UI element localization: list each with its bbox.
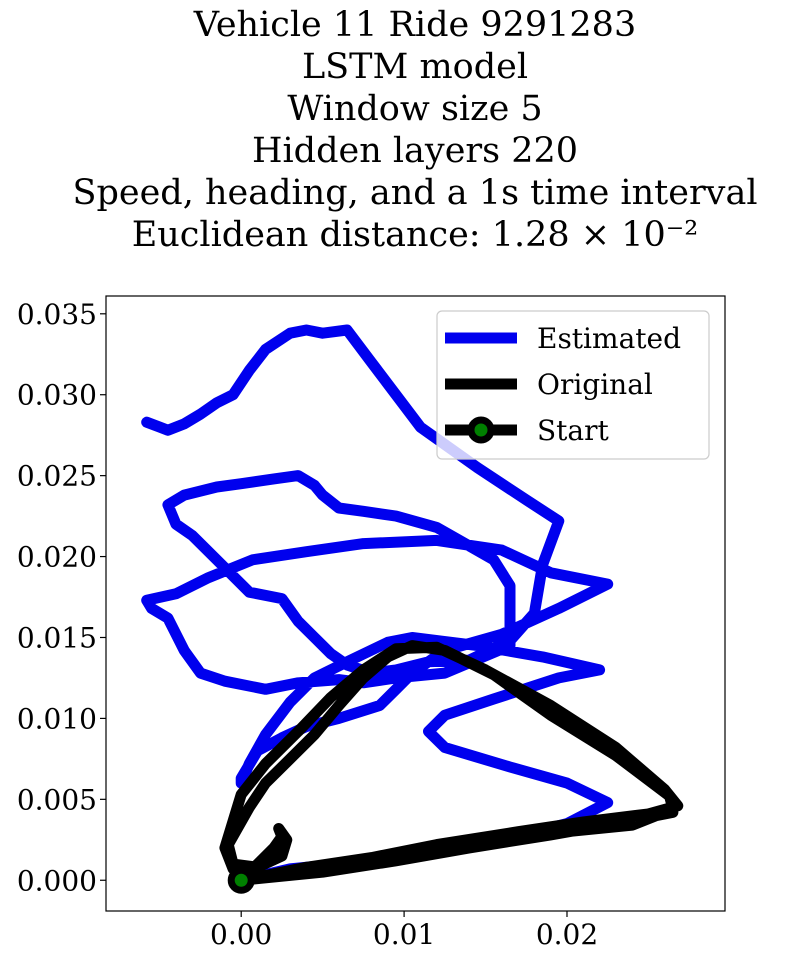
legend: Estimated Original Start xyxy=(436,310,710,460)
y-tick-label: 0.025 xyxy=(17,460,97,493)
legend-label-start: Start xyxy=(537,414,610,447)
title-line-1: Vehicle 11 Ride 9291283 xyxy=(193,5,636,45)
x-tick-label: 0.00 xyxy=(210,918,272,951)
x-axis: 0.00 0.01 0.02 xyxy=(210,911,598,951)
y-tick-label: 0.020 xyxy=(17,541,97,574)
legend-label-estimated: Estimated xyxy=(537,322,681,355)
y-tick-label: 0.005 xyxy=(17,783,97,816)
plot-frame xyxy=(105,295,726,912)
y-tick-label: 0.035 xyxy=(17,298,97,331)
y-tick-label: 0.000 xyxy=(17,864,97,897)
series-layer xyxy=(141,324,684,894)
y-tick-label: 0.015 xyxy=(17,621,97,654)
y-tick-label: 0.010 xyxy=(17,702,97,735)
title-line-3: Window size 5 xyxy=(287,89,542,129)
title-line-4: Hidden layers 220 xyxy=(252,131,578,171)
title-line-6: Euclidean distance: 1.28 × 10⁻² xyxy=(132,215,699,255)
x-tick-label: 0.01 xyxy=(373,918,435,951)
series-line-original xyxy=(219,640,684,886)
x-tick-label: 0.02 xyxy=(536,918,598,951)
chart-title: Vehicle 11 Ride 9291283 LSTM model Windo… xyxy=(72,5,757,255)
title-line-5: Speed, heading, and a 1s time interval xyxy=(72,173,757,213)
legend-label-original: Original xyxy=(537,368,653,401)
start-marker xyxy=(227,866,255,894)
y-axis: 0.000 0.005 0.010 0.015 0.020 0.025 0.03… xyxy=(17,298,106,897)
y-tick-label: 0.030 xyxy=(17,379,97,412)
title-line-2: LSTM model xyxy=(302,47,528,87)
legend-swatch-start-marker xyxy=(467,416,495,444)
legend-box xyxy=(436,310,710,460)
